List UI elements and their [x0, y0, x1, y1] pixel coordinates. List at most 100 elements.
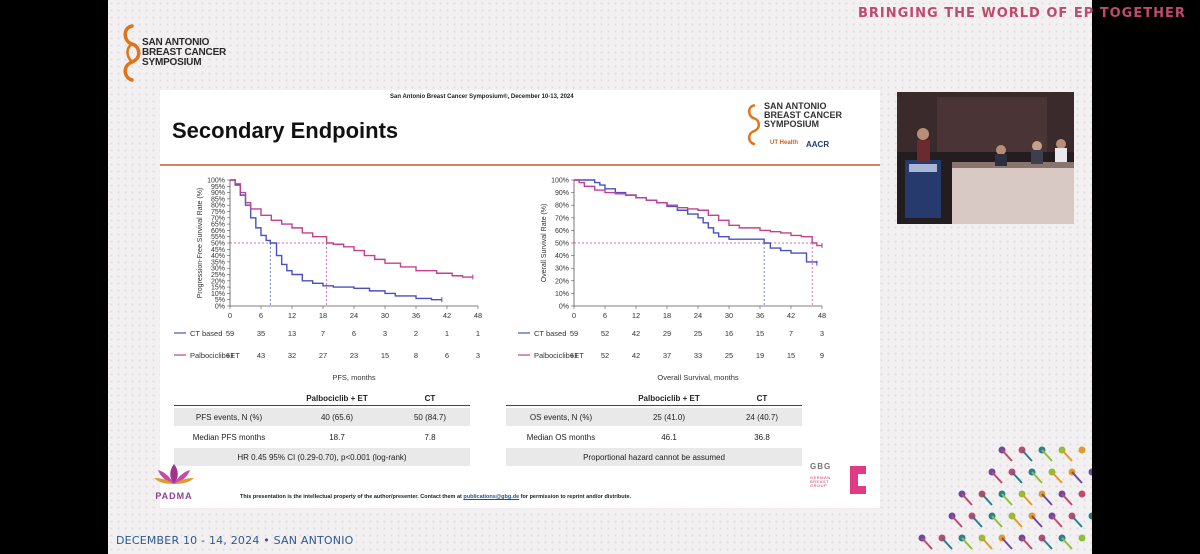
y-tick-label: 30%: [555, 266, 569, 273]
at-risk-count: 8: [414, 351, 418, 360]
y-tick-label: 20%: [211, 278, 225, 285]
at-risk-count: 29: [663, 329, 671, 338]
decor-link: [951, 515, 963, 528]
series-line: [230, 179, 442, 301]
symposium-logo: SAN ANTONIO BREAST CANCER SYMPOSIUM: [118, 20, 228, 88]
series-line: [574, 179, 822, 247]
table-cell: OS events, N (%): [529, 412, 593, 422]
decor-link: [961, 493, 973, 506]
y-tick-label: 70%: [555, 215, 569, 222]
table-row: Median OS months 46.1 36.8: [506, 428, 802, 446]
symposium-logo-mark-icon: [123, 24, 141, 82]
y-tick-label: 60%: [211, 228, 225, 235]
y-tick-label: 50%: [555, 241, 569, 248]
y-tick-label: 90%: [555, 190, 569, 197]
at-risk-count: 27: [319, 351, 327, 360]
legend-label: Palbociclib+ET: [190, 351, 240, 360]
event-dates: DECEMBER 10 - 14, 2024 • SAN ANTONIO: [116, 534, 354, 547]
gbg-mark-icon: [850, 466, 866, 494]
symposium-logo-line: SYMPOSIUM: [142, 57, 202, 68]
at-risk-count: 3: [820, 329, 824, 338]
decor-link: [981, 537, 993, 550]
at-risk-count: 61: [570, 351, 578, 360]
contact-email-link[interactable]: publications@gbg.de: [463, 494, 520, 500]
at-risk-count: 9: [820, 351, 824, 360]
legend-label: CT based: [190, 329, 222, 338]
ut-health-logo: UT Health: [770, 140, 799, 146]
decor-node: [1078, 446, 1086, 454]
y-tick-label: 40%: [555, 253, 569, 260]
x-tick-label: 18: [663, 311, 671, 320]
table-header-row: Palbociclib + ET CT: [174, 392, 470, 406]
decor-link: [991, 515, 1003, 528]
table-cell: 36.8: [754, 432, 770, 442]
speaker-video-feed: [897, 92, 1074, 224]
table-cell: 40 (65.6): [320, 412, 354, 422]
os-summary-table: Palbociclib + ET CT OS events, N (%) 25 …: [506, 392, 802, 472]
disclaimer-text: This presentation is the intellectual pr…: [240, 494, 464, 500]
table-footer-text: HR 0.45 95% CI (0.29-0.70), p<0.001 (log…: [237, 452, 407, 462]
at-risk-count: 3: [476, 351, 480, 360]
pfs-summary-table: Palbociclib + ET CT PFS events, N (%) 40…: [174, 392, 470, 472]
y-tick-label: 95%: [211, 184, 225, 191]
decor-link: [1011, 515, 1023, 528]
at-risk-count: 25: [725, 351, 733, 360]
table-header-cell: CT: [424, 394, 436, 403]
slide-symposium-logo: SAN ANTONIO BREAST CANCER SYMPOSIUM UT H…: [742, 102, 842, 160]
y-tick-label: 45%: [211, 247, 225, 254]
series-line: [230, 179, 473, 278]
y-tick-label: 20%: [555, 278, 569, 285]
y-tick-label: 0%: [559, 304, 569, 311]
gbg-logo-sub: GERMAN: [810, 475, 831, 480]
decor-link: [1031, 515, 1043, 528]
y-tick-label: 85%: [211, 196, 225, 203]
y-tick-label: 65%: [211, 222, 225, 229]
decor-link: [941, 537, 953, 550]
decor-link: [1061, 493, 1073, 506]
x-tick-label: 30: [725, 311, 733, 320]
decor-link: [1051, 515, 1063, 528]
y-tick-label: 25%: [211, 272, 225, 279]
at-risk-count: 6: [352, 329, 356, 338]
at-risk-count: 42: [632, 351, 640, 360]
pfs-km-chart: 0%5%10%15%20%25%30%35%40%45%50%55%60%65%…: [174, 178, 482, 382]
at-risk-count: 7: [321, 329, 325, 338]
decor-link: [1041, 493, 1053, 506]
symposium-logo-line: SAN ANTONIO: [142, 37, 210, 48]
at-risk-count: 3: [383, 329, 387, 338]
slide-logo-mark-icon: [747, 104, 761, 146]
x-tick-label: 0: [228, 311, 232, 320]
x-tick-label: 18: [319, 311, 327, 320]
at-risk-count: 52: [601, 351, 609, 360]
at-risk-count: 15: [787, 351, 795, 360]
x-tick-label: 30: [381, 311, 389, 320]
at-risk-count: 1: [445, 329, 449, 338]
decor-link: [1061, 537, 1073, 550]
x-tick-label: 24: [694, 311, 702, 320]
table-footer-row: HR 0.45 95% CI (0.29-0.70), p<0.001 (log…: [174, 448, 470, 466]
x-tick-label: 12: [288, 311, 296, 320]
aacr-logo: AACR: [806, 140, 830, 149]
padma-logo: PADMA: [144, 462, 204, 502]
table-cell: PFS events, N (%): [195, 412, 263, 422]
legend-label: CT based: [534, 329, 566, 338]
at-risk-count: 37: [663, 351, 671, 360]
y-tick-label: 55%: [211, 234, 225, 241]
decor-link: [1021, 537, 1033, 550]
decor-link: [1021, 493, 1033, 506]
y-tick-label: 80%: [555, 203, 569, 210]
y-tick-label: 40%: [211, 253, 225, 260]
event-tagline: BRINGING THE WORLD OF EP TOGETHER: [858, 6, 1186, 21]
y-tick-label: 10%: [555, 291, 569, 298]
at-risk-count: 19: [756, 351, 764, 360]
presentation-slide: San Antonio Breast Cancer Symposium®, De…: [160, 90, 880, 508]
at-risk-count: 61: [226, 351, 234, 360]
decor-link: [1071, 471, 1083, 484]
lotus-icon: [154, 464, 194, 484]
x-tick-label: 6: [259, 311, 263, 320]
table-row: OS events, N (%) 25 (41.0) 24 (40.7): [506, 408, 802, 426]
y-tick-label: 5%: [215, 297, 225, 304]
table-header-cell: Palbociclib + ET: [638, 394, 700, 403]
decor-node: [1078, 490, 1086, 498]
x-tick-label: 48: [474, 311, 482, 320]
